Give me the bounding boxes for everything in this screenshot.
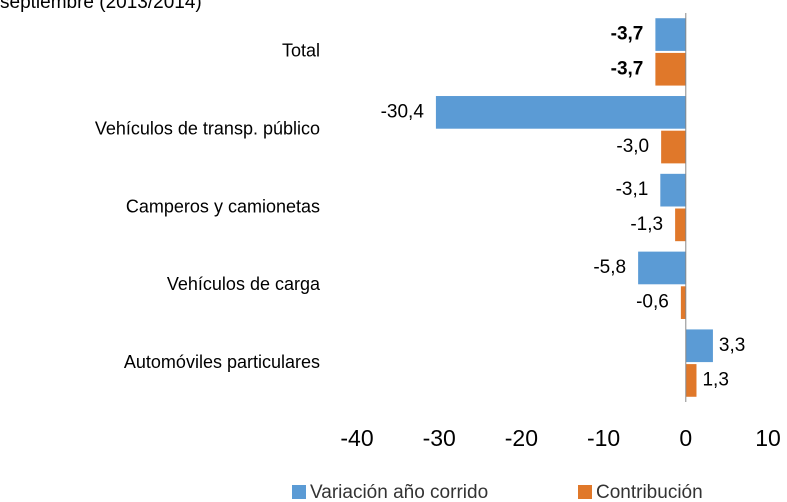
x-tick-label: -30 xyxy=(423,425,456,451)
legend-swatch xyxy=(292,485,306,499)
bar xyxy=(675,208,686,242)
data-label: -3,7 xyxy=(611,24,644,45)
chart-title: septiembre (2013/2014) xyxy=(0,0,202,13)
y-tick-label: Total xyxy=(282,41,320,61)
y-tick-label: Vehículos de transp. público xyxy=(95,118,320,138)
legend-label: Contribución xyxy=(596,482,703,502)
data-label: 1,3 xyxy=(702,369,728,390)
x-tick-label: 10 xyxy=(755,425,781,451)
bar xyxy=(660,173,686,207)
data-label: -3,7 xyxy=(611,58,644,79)
bar xyxy=(685,329,713,363)
data-label: -3,0 xyxy=(616,136,649,157)
data-label: -5,8 xyxy=(593,257,626,278)
bar xyxy=(685,364,697,397)
data-label: -30,4 xyxy=(381,101,425,122)
bar xyxy=(680,286,686,319)
bar xyxy=(655,52,686,86)
y-tick-label: Camperos y camionetas xyxy=(126,196,320,216)
bar xyxy=(435,96,686,129)
x-tick-label: -20 xyxy=(505,425,538,451)
y-tick-label: Automóviles particulares xyxy=(124,352,320,372)
x-tick-label: -10 xyxy=(587,425,620,451)
data-label: 3,3 xyxy=(719,335,745,356)
x-tick-label: 0 xyxy=(679,425,692,451)
legend-swatch xyxy=(578,485,592,499)
y-tick-label: Vehículos de carga xyxy=(167,274,321,294)
x-tick-label: -40 xyxy=(340,425,373,451)
bar xyxy=(638,251,686,285)
bar xyxy=(661,130,686,164)
legend-label: Variación año corrido xyxy=(310,482,488,502)
data-label: -1,3 xyxy=(630,214,663,235)
bar xyxy=(655,18,686,51)
data-label: -3,1 xyxy=(616,179,649,200)
data-label: -0,6 xyxy=(636,292,669,313)
